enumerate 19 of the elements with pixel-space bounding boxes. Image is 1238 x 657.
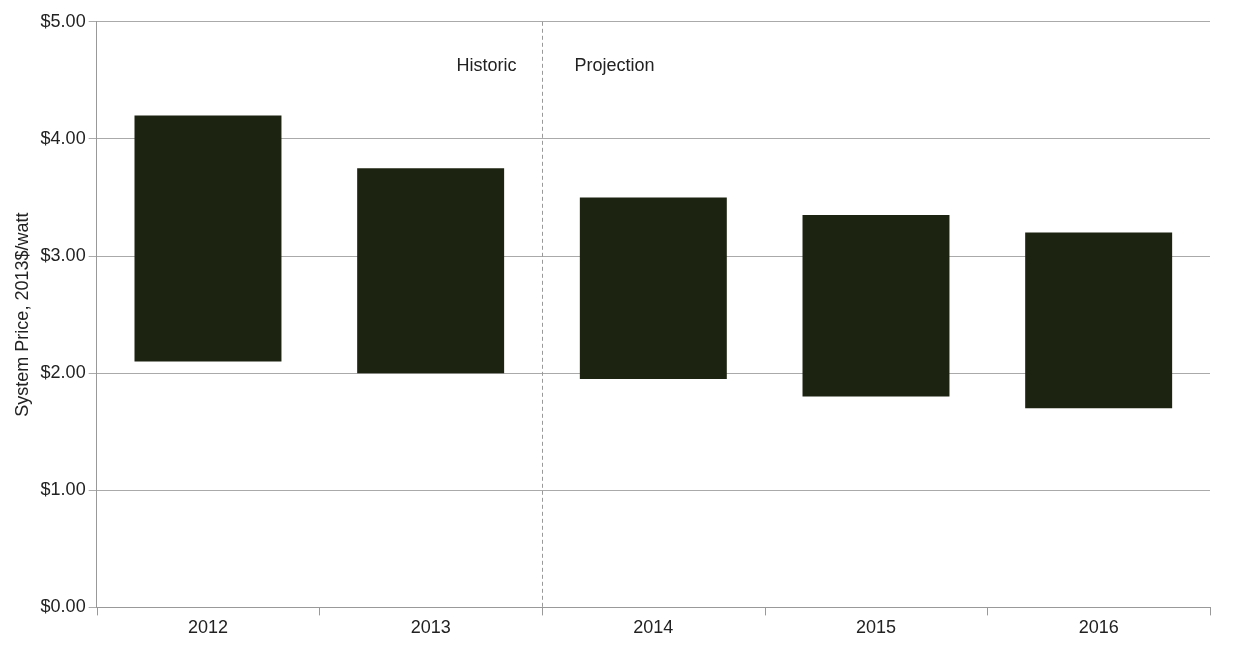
bar bbox=[1025, 232, 1173, 409]
y-tick-label: $1.00 bbox=[40, 479, 86, 500]
y-tick-label: $5.00 bbox=[40, 10, 86, 31]
x-tick-label: 2014 bbox=[633, 617, 674, 638]
x-tick-label: 2012 bbox=[187, 617, 228, 638]
y-axis-title: System Price, 2013$/watt bbox=[11, 212, 32, 417]
bar bbox=[579, 197, 727, 380]
y-tick-label: $4.00 bbox=[40, 127, 86, 148]
y-tick-label: $2.00 bbox=[40, 362, 86, 383]
bar bbox=[134, 115, 282, 362]
x-tick-label: 2016 bbox=[1078, 617, 1119, 638]
bar bbox=[802, 215, 950, 397]
y-tick-label: $3.00 bbox=[40, 245, 86, 266]
x-tick-label: 2015 bbox=[855, 617, 897, 638]
x-tick-label: 2013 bbox=[410, 617, 451, 638]
annotation: Historic bbox=[456, 54, 517, 75]
annotation: Projection bbox=[574, 54, 655, 75]
y-tick-label: $0.00 bbox=[40, 596, 86, 617]
bar bbox=[357, 168, 505, 374]
